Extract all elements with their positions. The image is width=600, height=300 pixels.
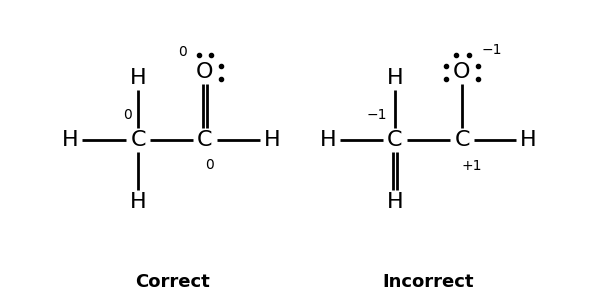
Text: H: H [386,192,403,212]
Text: C: C [130,130,146,150]
Text: H: H [263,130,280,150]
Text: H: H [520,130,536,150]
Text: C: C [387,130,403,150]
Text: −1: −1 [482,43,502,57]
Text: 0: 0 [124,108,133,122]
Text: O: O [453,62,471,82]
Text: Correct: Correct [134,273,209,291]
Text: C: C [454,130,470,150]
Text: +1: +1 [462,159,482,173]
Text: O: O [196,62,214,82]
Text: 0: 0 [179,45,187,59]
Text: 0: 0 [206,158,214,172]
Text: −1: −1 [367,108,387,122]
Text: H: H [130,192,146,212]
Text: Incorrect: Incorrect [382,273,474,291]
Text: H: H [130,68,146,88]
Text: H: H [320,130,337,150]
Text: H: H [62,130,79,150]
Text: H: H [386,68,403,88]
Text: C: C [197,130,213,150]
